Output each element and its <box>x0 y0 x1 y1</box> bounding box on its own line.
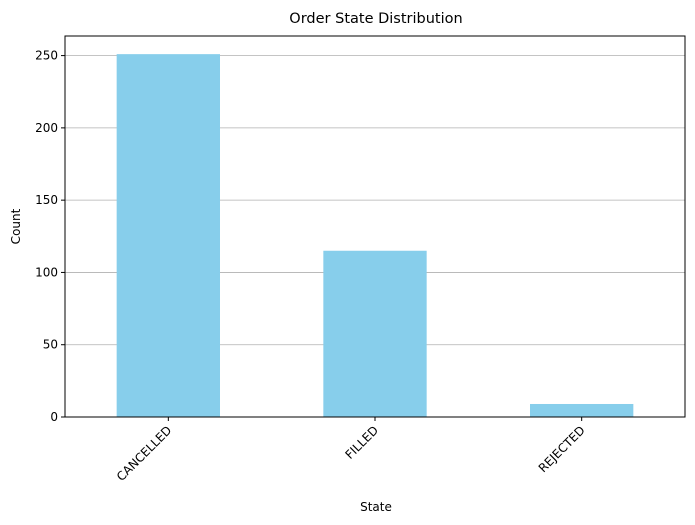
y-tick-label: 0 <box>50 410 58 424</box>
y-axis-ticks: 0 50 100 150 200 250 <box>35 49 65 424</box>
y-tick-label: 100 <box>35 265 58 279</box>
y-tick-label: 250 <box>35 49 58 63</box>
x-axis-label: State <box>360 500 392 514</box>
y-axis-label: Count <box>9 208 23 244</box>
y-tick-label: 150 <box>35 193 58 207</box>
bars <box>116 54 634 418</box>
bar-rejected <box>530 403 634 417</box>
bar-filled <box>323 250 427 417</box>
y-tick-label: 50 <box>43 338 58 352</box>
chart-title: Order State Distribution <box>289 11 462 27</box>
y-tick-label: 200 <box>35 121 58 135</box>
bar-cancelled <box>116 54 220 418</box>
